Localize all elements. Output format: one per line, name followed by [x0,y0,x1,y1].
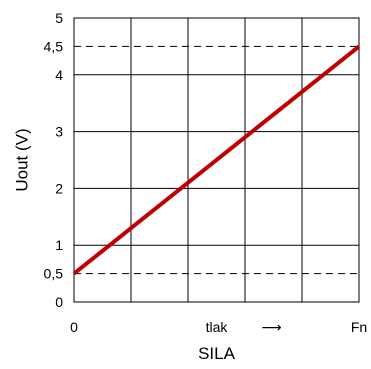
series-layer [72,44,361,276]
y-tick-label: 2 [55,180,63,196]
y-tick-labels: 0 0,5 1 2 3 4 4,5 5 [44,10,64,310]
y-tick-label: 4 [55,67,63,83]
x-axis-arrow: ⟶ [261,319,281,335]
y-tick-label: 5 [55,10,63,26]
y-tick-label: 1 [55,237,63,253]
series-line [72,44,361,276]
y-tick-label: 0,5 [44,266,64,282]
y-tick-label: 3 [55,124,63,140]
x-tick-label: Fn [351,319,367,335]
x-tick-labels: 0 tlak Fn [70,319,367,335]
plot-frame [73,17,360,303]
x-tick-label: tlak [206,319,229,335]
y-axis-title: Uout (V) [12,128,31,191]
y-tick-label: 4,5 [44,38,64,54]
grid-lines [74,18,359,302]
y-tick-label: 0 [55,294,63,310]
x-tick-label: 0 [70,319,78,335]
x-axis-title: SILA [198,344,236,363]
